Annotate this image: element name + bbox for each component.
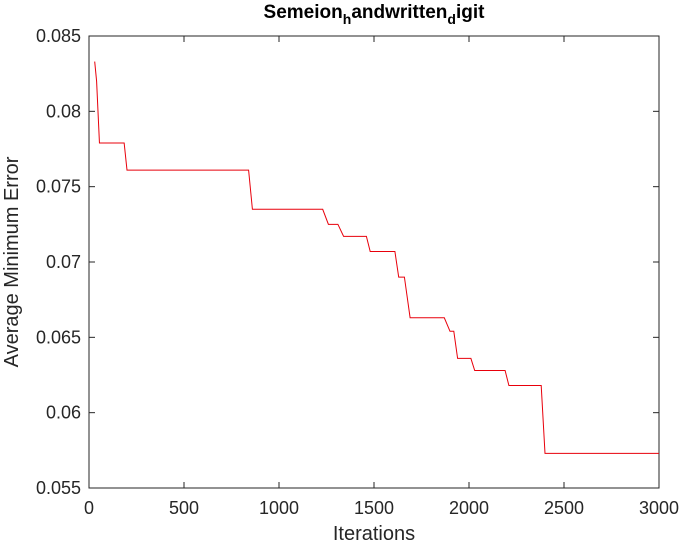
y-tick-label: 0.085 bbox=[36, 26, 81, 46]
y-tick-label: 0.065 bbox=[36, 327, 81, 347]
series-line bbox=[94, 61, 659, 454]
x-tick-label: 2500 bbox=[544, 498, 584, 518]
title-part: andwritten bbox=[351, 2, 447, 23]
title-part: Semeion bbox=[264, 2, 343, 23]
y-tick-label: 0.075 bbox=[36, 177, 81, 197]
title-part: d bbox=[447, 11, 456, 27]
x-tick-label: 3000 bbox=[639, 498, 679, 518]
title-part: igit bbox=[456, 2, 485, 23]
x-tick-label: 500 bbox=[169, 498, 199, 518]
y-axis: 0.055 0.06 0.065 0.07 0.075 0.08 0.085 bbox=[36, 26, 659, 498]
y-tick-label: 0.055 bbox=[36, 478, 81, 498]
x-tick-label: 1000 bbox=[259, 498, 299, 518]
y-tick-label: 0.07 bbox=[46, 252, 81, 272]
title-part: h bbox=[343, 11, 352, 27]
plot-box bbox=[88, 35, 660, 489]
x-axis-label: Iterations bbox=[333, 523, 415, 544]
x-tick-label: 0 bbox=[84, 498, 94, 518]
y-tick-label: 0.08 bbox=[46, 101, 81, 121]
x-axis: 0 500 1000 1500 2000 2500 3000 bbox=[84, 36, 679, 518]
chart-title: Semeionhandwrittendigit bbox=[264, 2, 486, 27]
plot-area bbox=[88, 35, 660, 489]
x-tick-label: 1500 bbox=[354, 498, 394, 518]
y-tick-label: 0.06 bbox=[46, 403, 81, 423]
x-tick-label: 2000 bbox=[449, 498, 489, 518]
y-axis-label: Average Minimum Error bbox=[1, 156, 23, 367]
